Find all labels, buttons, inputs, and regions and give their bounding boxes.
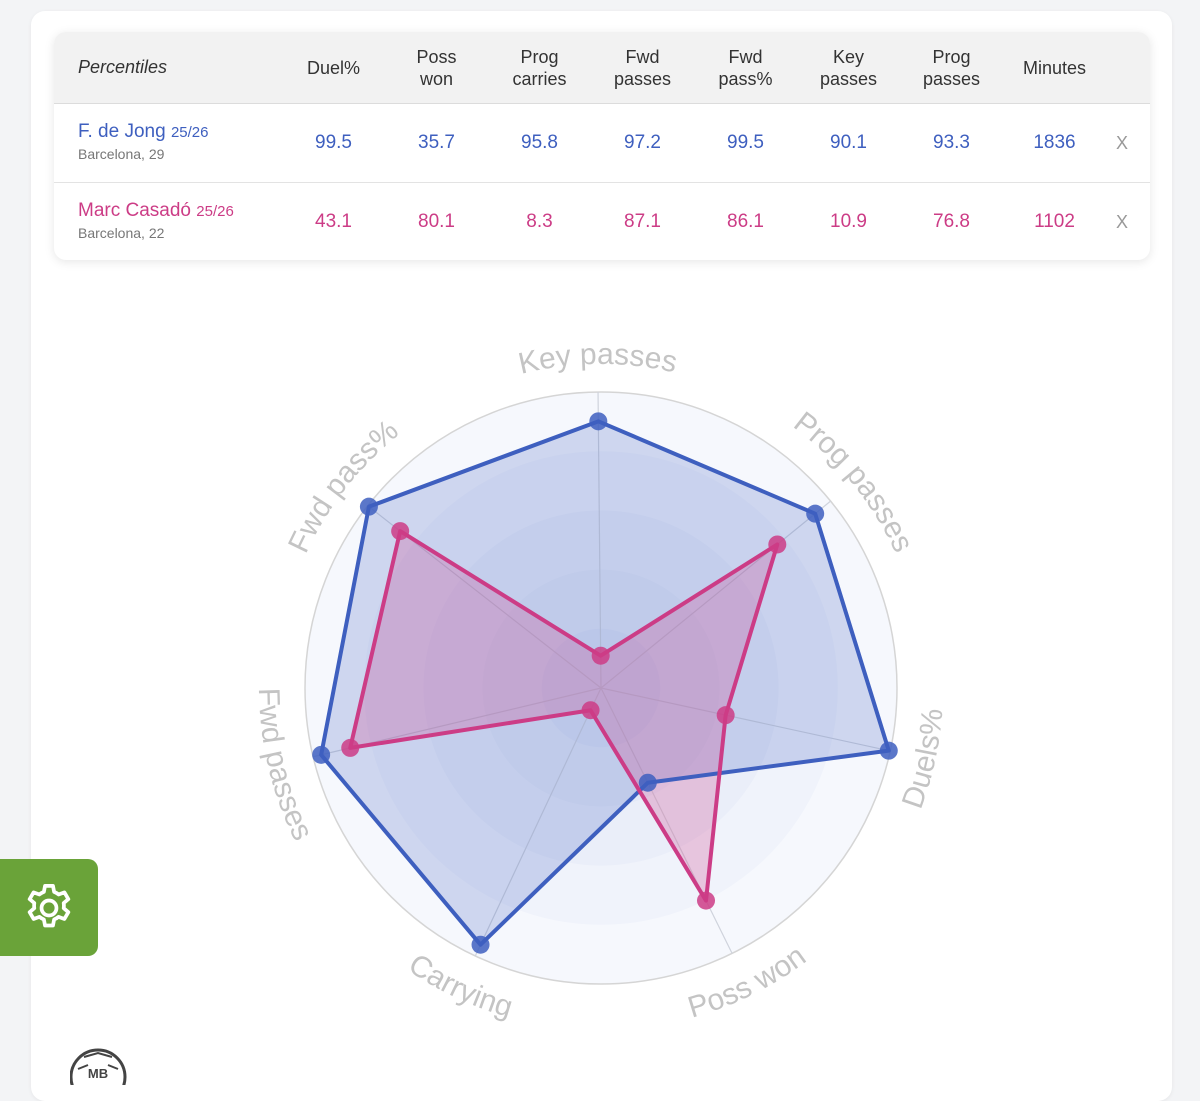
axis-label: Key passes bbox=[515, 338, 680, 381]
cell-key-passes: 10.9 bbox=[830, 211, 867, 232]
logo-text: MB bbox=[88, 1066, 108, 1081]
player-name[interactable]: F. de Jong 25/26 bbox=[78, 121, 209, 142]
radar-axis-line bbox=[597, 392, 602, 689]
table-row-de-jong: F. de Jong 25/26 Barcelona, 29 99.5 35.7… bbox=[54, 104, 1150, 183]
cell-fwd-pass-pct: 86.1 bbox=[727, 211, 764, 232]
cell-key-passes: 90.1 bbox=[830, 132, 867, 153]
header-poss-won[interactable]: Poss won bbox=[416, 46, 457, 89]
data-point bbox=[638, 773, 657, 792]
player-club-age: Barcelona, 29 bbox=[78, 146, 165, 162]
data-point bbox=[471, 935, 490, 954]
logo-icon: MB bbox=[70, 1048, 127, 1085]
cell-poss-won: 80.1 bbox=[418, 211, 455, 232]
axis-label-text: Key passes bbox=[515, 338, 680, 381]
radar-axis-line bbox=[474, 687, 602, 957]
series-line bbox=[319, 419, 891, 947]
cell-fwd-passes: 87.1 bbox=[624, 211, 661, 232]
cell-prog-passes: 76.8 bbox=[933, 211, 970, 232]
player-club-age: Barcelona, 22 bbox=[78, 225, 165, 241]
cell-fwd-passes: 97.2 bbox=[624, 132, 661, 153]
data-point bbox=[591, 646, 610, 665]
radar-axis-line bbox=[600, 687, 891, 752]
header-fwd-pass-pct[interactable]: Fwd pass% bbox=[718, 46, 773, 89]
percentiles-table: Percentiles Duel% Poss won Prog carries Fw… bbox=[54, 32, 1150, 260]
data-point bbox=[589, 412, 608, 431]
cell-minutes: 1102 bbox=[1034, 211, 1075, 232]
cell-prog-carries: 8.3 bbox=[526, 211, 553, 232]
series-area bbox=[350, 531, 778, 901]
cell-duel-pct: 99.5 bbox=[315, 132, 352, 153]
header-prog-passes[interactable]: Prog passes bbox=[922, 46, 981, 89]
header-key-passes[interactable]: Key passes bbox=[819, 46, 878, 89]
header-fwd-passes[interactable]: Fwd passes bbox=[613, 46, 672, 89]
data-point bbox=[341, 738, 360, 757]
data-point bbox=[312, 745, 331, 764]
cell-poss-won: 35.7 bbox=[418, 132, 455, 153]
data-point bbox=[879, 741, 898, 760]
gear-icon bbox=[27, 883, 71, 927]
data-point bbox=[768, 535, 787, 554]
data-point bbox=[391, 522, 410, 541]
series-area bbox=[321, 421, 889, 945]
series-line bbox=[348, 529, 780, 903]
player-name[interactable]: Marc Casadó 25/26 bbox=[78, 200, 234, 221]
data-point bbox=[806, 504, 825, 523]
data-point bbox=[359, 497, 378, 516]
table-header: Percentiles Duel% Poss won Prog carries Fw… bbox=[54, 32, 1150, 104]
data-point bbox=[716, 706, 735, 725]
radar-axis-line bbox=[600, 687, 733, 954]
remove-player-button[interactable]: X bbox=[1115, 211, 1128, 232]
settings-button[interactable] bbox=[0, 859, 98, 956]
axis-label-text: Duels% bbox=[896, 707, 950, 813]
cell-duel-pct: 43.1 bbox=[315, 211, 352, 232]
header-minutes[interactable]: Minutes bbox=[1022, 57, 1087, 78]
header-prog-carries[interactable]: Prog carries bbox=[512, 46, 567, 89]
radar-axis-line bbox=[600, 500, 831, 689]
header-duel-pct[interactable]: Duel% bbox=[306, 57, 361, 78]
header-percentiles: Percentiles bbox=[78, 57, 168, 77]
cell-minutes: 1836 bbox=[1033, 132, 1076, 153]
cell-fwd-pass-pct: 99.5 bbox=[727, 132, 764, 153]
data-point bbox=[697, 891, 716, 910]
table-row-casado: Marc Casadó 25/26 Barcelona, 22 43.1 80.… bbox=[54, 183, 1150, 260]
axis-label: Duels% bbox=[896, 707, 950, 813]
data-point bbox=[581, 701, 600, 720]
remove-player-button[interactable]: X bbox=[1115, 132, 1128, 153]
cell-prog-carries: 95.8 bbox=[521, 132, 558, 153]
cell-prog-passes: 93.3 bbox=[933, 132, 970, 153]
